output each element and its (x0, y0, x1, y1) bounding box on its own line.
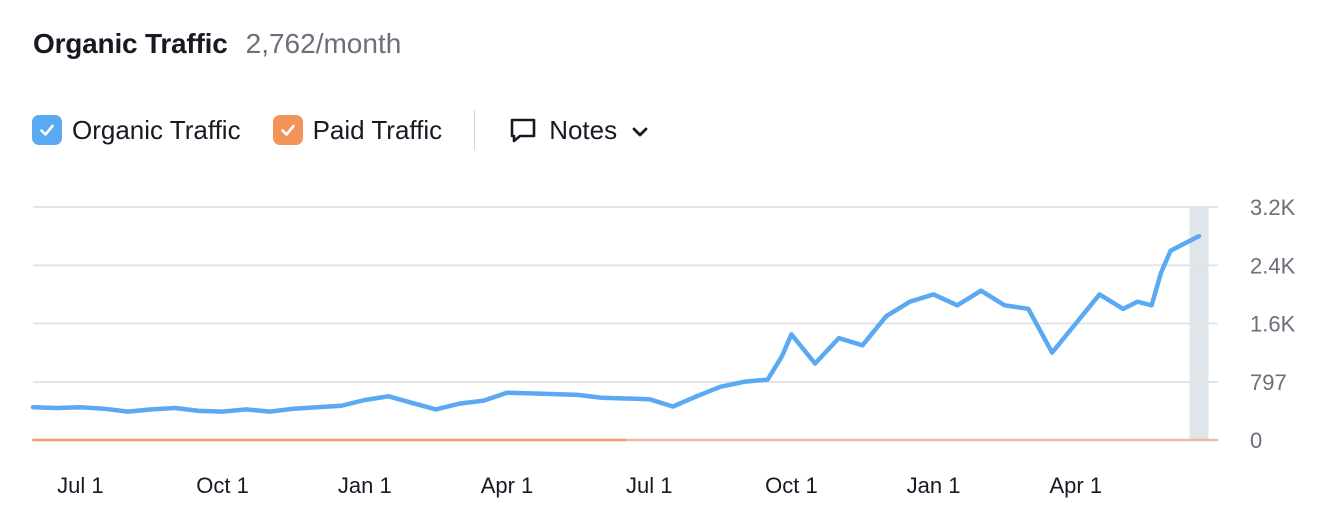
legend-paid-label: Paid Traffic (312, 114, 443, 145)
x-tick-label: Jan 1 (907, 473, 961, 498)
checkbox-checked-icon[interactable] (32, 115, 62, 145)
y-tick-label: 1.6K (1250, 312, 1296, 337)
legend-organic-label: Organic Traffic (72, 114, 241, 145)
x-tick-label: Apr 1 (481, 473, 534, 498)
x-tick-label: Apr 1 (1050, 473, 1103, 498)
x-tick-label: Jan 1 (338, 473, 392, 498)
chart-legend: Organic Traffic Paid Traffic Notes (32, 110, 651, 150)
chart-series (30, 233, 1218, 442)
y-axis-ticks: 0 797 1.6K 2.4K 3.2K (1250, 195, 1296, 453)
checkbox-checked-icon[interactable] (272, 115, 303, 145)
legend-paid-traffic-toggle[interactable]: Paid Traffic (272, 114, 443, 146)
y-tick-label: 2.4K (1250, 253, 1296, 278)
notes-dropdown[interactable]: Notes (507, 114, 651, 146)
x-tick-label: Oct 1 (196, 473, 249, 498)
series-line-organic-traffic (30, 233, 1202, 414)
widget-title: Organic Traffic (33, 28, 228, 59)
notes-label: Notes (549, 114, 618, 145)
x-tick-label: Oct 1 (765, 473, 818, 498)
comment-icon (507, 114, 539, 146)
legend-divider (474, 110, 476, 150)
x-axis-ticks: Jul 1 Oct 1 Jan 1 Apr 1 Jul 1 Oct 1 Jan 1 Apr 1 (57, 473, 1102, 498)
x-tick-label: Jul 1 (57, 473, 103, 498)
widget-header: Organic Traffic 2,762/month (33, 28, 401, 60)
y-tick-label: 0 (1250, 428, 1262, 453)
chevron-down-icon (617, 117, 651, 143)
y-tick-label: 3.2K (1250, 195, 1296, 220)
x-tick-label: Jul 1 (626, 473, 672, 498)
chart-grid (33, 206, 1218, 441)
legend-organic-traffic-toggle[interactable]: Organic Traffic (32, 115, 241, 146)
traffic-value: 2,762/month (245, 28, 402, 59)
y-tick-label: 797 (1250, 370, 1287, 395)
